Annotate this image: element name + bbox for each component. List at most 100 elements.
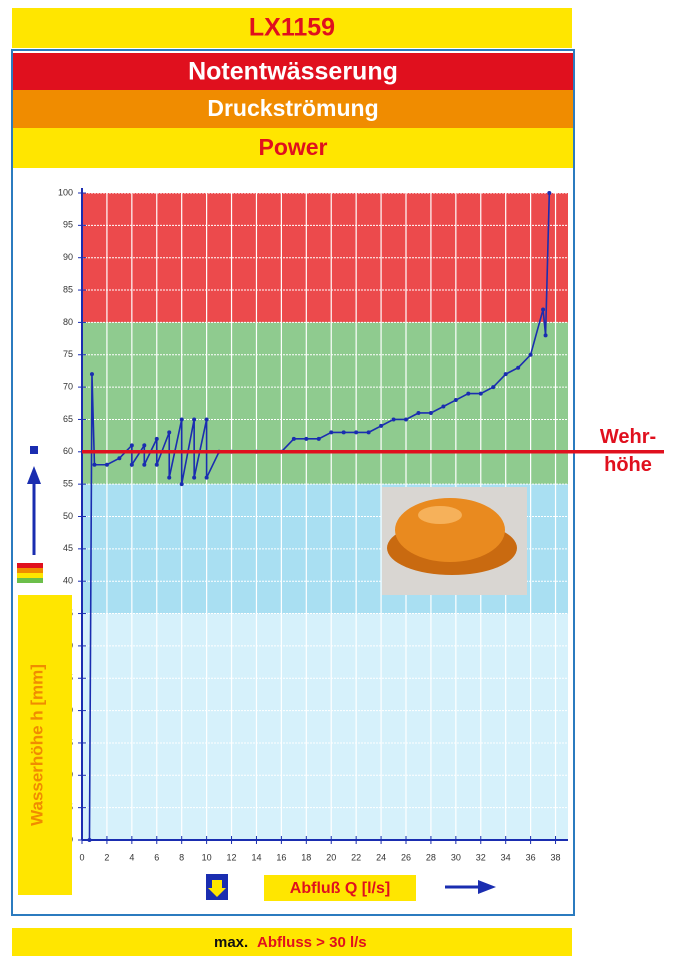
point [154,462,159,467]
x-tick-label: 20 [326,852,336,862]
x-tick-label: 32 [476,852,486,862]
y-tick-label: 70 [63,381,73,391]
point [129,443,134,448]
weir-label: Wehr- [600,426,656,448]
series-line [88,192,551,841]
point [167,430,172,435]
band-red [13,53,573,90]
y-tick-label: 75 [63,349,73,359]
point [441,404,446,409]
point [453,398,458,403]
point [416,410,421,415]
x-tick-label: 28 [426,852,436,862]
ylabel-box [18,595,72,895]
y-tick-label: 100 [58,187,73,197]
point [117,456,122,461]
deco [17,578,43,583]
y-tick-label: 65 [63,414,73,424]
deco [17,573,43,578]
point [291,436,296,441]
x-tick-label: 10 [202,852,212,862]
x-tick-label: 24 [376,852,386,862]
x-tick-label: 16 [276,852,286,862]
point [316,436,321,441]
xlabel-box [264,875,416,901]
deco [17,568,43,573]
footer-band [12,928,572,956]
band-label: Notentwässerung [188,58,398,86]
zone [82,322,568,485]
photo-shape [418,506,462,524]
y-tick-label: 95 [63,220,73,230]
x-tick-label: 30 [451,852,461,862]
point [87,838,92,842]
point [528,352,533,357]
point [329,430,334,435]
point [92,462,97,467]
point [104,462,109,467]
y-arrow-head [27,466,41,484]
zone [82,613,568,840]
point [129,462,134,467]
y-tick-label: 50 [63,511,73,521]
point [466,391,471,396]
x-tick-label: 6 [154,852,159,862]
weir-label: höhe [604,454,652,476]
x-tick-label: 34 [501,852,511,862]
y-tick-label: 90 [63,252,73,262]
x-tick-label: 0 [79,852,84,862]
x-tick-label: 2 [104,852,109,862]
x-tick-label: 8 [179,852,184,862]
point [179,482,184,487]
icon [208,880,226,897]
header-band [12,8,572,48]
point [491,385,496,390]
y-tick-label: 45 [63,543,73,553]
deco [30,446,38,454]
deco [17,563,43,568]
point [547,191,552,195]
point [179,417,184,422]
point [192,475,197,480]
point [428,410,433,415]
y-tick-label: 85 [63,284,73,294]
point [142,462,147,467]
point [391,417,396,422]
x-tick-label: 18 [301,852,311,862]
point [478,391,483,396]
x-tick-label: 4 [129,852,134,862]
band-label: Druckströmung [207,95,378,121]
x-tick-label: 14 [251,852,261,862]
point [167,475,172,480]
point [341,430,346,435]
x-tick-label: 36 [526,852,536,862]
band-label: Power [258,134,327,160]
point [304,436,309,441]
y-axis-label: Wasserhöhe h [mm] [27,664,46,826]
point [366,430,371,435]
footer-text: Abfluss > 30 l/s [257,934,367,951]
point [204,417,209,422]
point [543,333,548,338]
y-tick-label: 80 [63,317,73,327]
x-tick-label: 38 [551,852,561,862]
point [154,436,159,441]
point [204,475,209,480]
header: LX1159 [249,14,335,42]
point [379,423,384,428]
point [541,307,546,312]
point [404,417,408,422]
y-tick-label: 60 [63,446,73,456]
x-arrow-head [478,880,496,894]
point [142,443,147,448]
footer-text: max. [214,934,248,951]
point [89,372,94,377]
y-tick-label: 40 [63,576,73,586]
x-tick-label: 22 [351,852,361,862]
point [503,372,508,377]
point [192,417,197,422]
x-tick-label: 26 [401,852,411,862]
band-orange [13,90,573,128]
point [516,365,521,370]
